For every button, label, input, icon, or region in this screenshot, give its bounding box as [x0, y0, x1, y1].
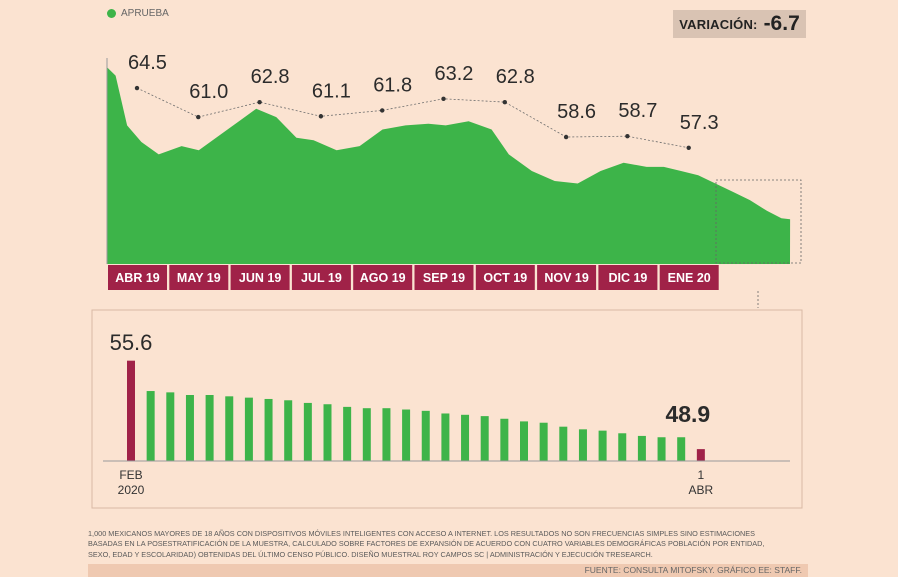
daily-bar: [185, 395, 194, 461]
daily-bar: [618, 433, 627, 461]
monthly-point: [502, 99, 507, 105]
start-label-line1: FEB: [119, 468, 142, 482]
daily-bar: [657, 437, 666, 461]
daily-bar: [421, 410, 430, 461]
month-band-cell: [230, 265, 290, 290]
daily-bar: [441, 413, 450, 461]
legend: APRUEBA: [107, 8, 169, 19]
daily-bar: [382, 408, 391, 461]
end-label-line2: ABR: [689, 483, 714, 497]
end-label-line1: 1: [698, 468, 705, 482]
month-tick-label: NOV 19: [544, 271, 589, 285]
daily-bar: [677, 437, 686, 461]
daily-bar: [637, 435, 646, 461]
daily-bar: [166, 392, 175, 461]
daily-bar: [500, 418, 509, 461]
daily-bar: [578, 429, 587, 461]
daily-bar: [264, 398, 273, 461]
highlighted-bar: [696, 449, 705, 461]
daily-bar: [323, 404, 332, 461]
monthly-point: [318, 114, 324, 119]
monthly-value-label: 63.2: [435, 63, 474, 85]
daily-bar: [244, 397, 253, 461]
monthly-point: [686, 145, 691, 150]
legend-label: APRUEBA: [121, 8, 169, 19]
daily-bar: [520, 421, 528, 461]
daily-bar: [598, 430, 607, 461]
variation-value: -6.7: [763, 12, 800, 35]
monthly-point: [625, 133, 630, 139]
monthly-value-label: 61.1: [312, 80, 351, 102]
monthly-point: [380, 108, 385, 113]
first-bar-value: 55.6: [110, 330, 153, 355]
month-tick-label: ENE 20: [668, 271, 711, 285]
monthly-value-label: 62.8: [251, 66, 290, 88]
month-tick-label: SEP 19: [423, 271, 465, 285]
month-band-cell: [537, 265, 597, 290]
start-label-line2: 2020: [118, 483, 145, 497]
monthly-value-label: 58.6: [557, 101, 596, 123]
highlighted-bar: [127, 360, 135, 461]
monthly-value-label: 62.8: [496, 66, 535, 88]
monthly-value-label: 58.7: [618, 100, 657, 122]
daily-bar: [539, 422, 548, 461]
daily-bar: [461, 414, 470, 461]
daily-bar: [284, 400, 293, 461]
month-band-cell: [475, 265, 535, 290]
daily-bar: [362, 408, 371, 461]
daily-bar: [480, 416, 489, 461]
monthly-value-label: 61.0: [189, 81, 228, 103]
variation-box: VARIACIÓN: -6.7: [673, 10, 806, 38]
month-band-cell: [291, 265, 351, 290]
variation-label: VARIACIÓN:: [679, 16, 758, 32]
daily-bar: [559, 426, 568, 461]
approval-area: [107, 67, 791, 264]
month-band-cell: [169, 265, 229, 290]
approval-chart: 64.5 61.0 62.8 61.1 61.8 63.2 62.8 58.6 58.7 57.3…: [91, 52, 803, 509]
monthly-point: [563, 134, 569, 140]
monthly-point: [441, 96, 446, 102]
month-band-cell: [659, 265, 719, 290]
monthly-value-label: 61.8: [373, 74, 412, 96]
daily-bar: [146, 391, 155, 461]
month-tick-label: MAY 19: [177, 271, 221, 285]
month-tick-label: AGO 19: [360, 271, 406, 285]
monthly-point: [257, 99, 262, 105]
footnote: 1,000 mexicanos mayores de 18 años con d…: [88, 529, 765, 559]
monthly-value-label: 64.5: [128, 52, 167, 74]
zoom-panel: [91, 309, 803, 509]
month-tick-label: JUL 19: [301, 271, 342, 285]
month-band-cell: [108, 265, 167, 290]
last-bar-value: 48.9: [665, 401, 710, 427]
daily-bar: [205, 395, 214, 461]
monthly-trend-line: [136, 87, 689, 149]
source-text: FUENTE: CONSULTA MITOFSKY. GRÁFICO EE: S…: [584, 565, 802, 575]
month-tick-label: ABR 19: [115, 271, 160, 285]
monthly-value-label: 57.3: [680, 112, 719, 134]
month-tick-label: JUN 19: [239, 271, 281, 285]
month-tick-label: DIC 19: [608, 271, 647, 285]
daily-bar: [303, 402, 312, 461]
month-band-cell: [414, 265, 474, 290]
daily-bar: [225, 396, 234, 461]
monthly-point: [196, 114, 201, 120]
source-bar: FUENTE: CONSULTA MITOFSKY. GRÁFICO EE: S…: [88, 564, 808, 577]
monthly-point: [134, 85, 140, 91]
month-band-cell: [353, 265, 413, 290]
daily-bar: [343, 406, 352, 461]
month-band-cell: [598, 265, 658, 290]
month-tick-label: OCT 19: [483, 271, 527, 285]
daily-bar: [402, 409, 411, 461]
area-chart: 64.5 61.0 62.8 61.1 61.8 63.2 62.8 58.6 58.7 57.3…: [106, 52, 802, 308]
legend-swatch: [107, 9, 116, 18]
